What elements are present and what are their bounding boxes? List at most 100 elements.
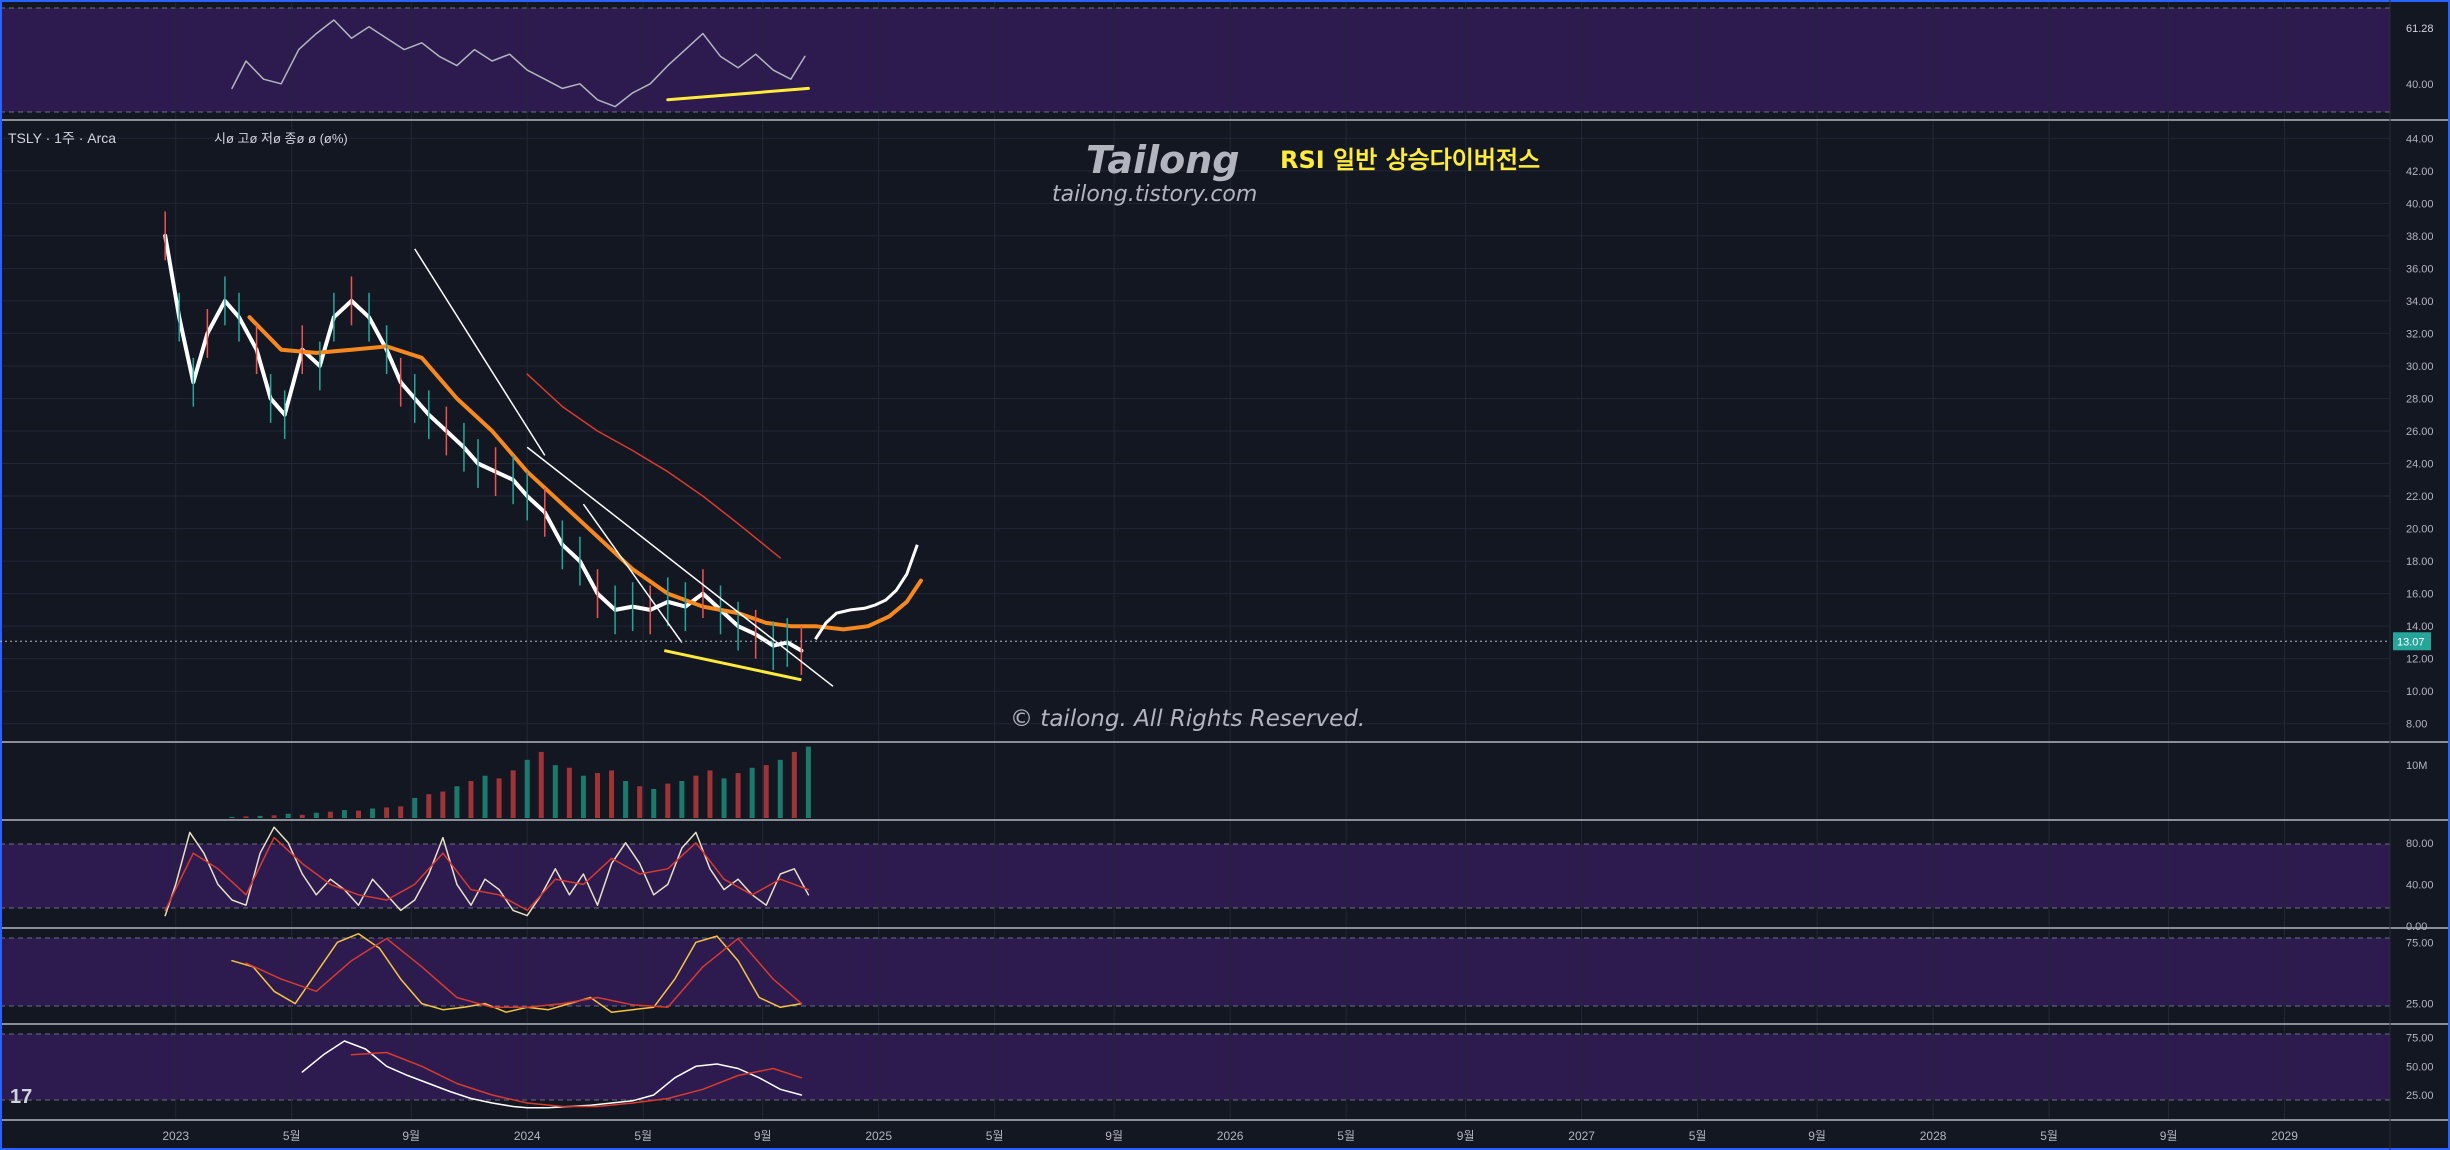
rsi-divergence-annotation: RSI 일반 상승다이버전스: [1280, 146, 1541, 174]
price-y-tick: 28.00: [2406, 393, 2434, 405]
volume-bar: [398, 806, 404, 818]
oscillator-3-k-line: [301, 1040, 803, 1109]
x-tick-label: 9월: [1808, 1129, 1826, 1143]
volume-bar: [243, 816, 249, 818]
volume-bar: [524, 759, 530, 818]
volume-bar: [341, 810, 347, 818]
watermark-copyright: © tailong. All Rights Reserved.: [1010, 706, 1366, 732]
price-moving-average-line: [247, 315, 923, 632]
volume-bar: [313, 812, 319, 818]
x-tick-label: 2023: [162, 1129, 189, 1143]
price-y-tick: 38.00: [2406, 231, 2434, 243]
volume-bar: [482, 775, 488, 818]
ticker-label[interactable]: TSLY · 1주 · Arca: [8, 130, 117, 146]
price-y-tick: 40.00: [2406, 198, 2434, 210]
price-y-tick: 10.00: [2406, 686, 2434, 698]
current-price-label: 13.07: [2397, 636, 2425, 648]
price-y-tick: 14.00: [2406, 621, 2434, 633]
tradingview-logo[interactable]: 17: [10, 1086, 33, 1108]
volume-bar: [538, 751, 544, 818]
price-y-tick: 20.00: [2406, 524, 2434, 536]
volume-bar: [299, 814, 305, 818]
volume-bar: [735, 773, 741, 818]
x-tick-label: 5월: [986, 1129, 1004, 1143]
trendline-drawing[interactable]: [663, 649, 802, 682]
x-tick-label: 5월: [283, 1129, 301, 1143]
volume-bar: [721, 778, 727, 818]
oscillator-1-y-tick: 0.00: [2406, 921, 2427, 933]
rsi-value-label: 61.28: [2406, 23, 2434, 35]
oscillator-1-oscillator-line: [164, 826, 810, 917]
price-moving-average-line: [526, 373, 782, 559]
current-price-badge: [2393, 632, 2431, 651]
price-y-tick: 32.00: [2406, 328, 2434, 340]
oscillator-1-band: [0, 844, 2390, 908]
volume-bar: [356, 810, 361, 818]
price-y-tick: 22.00: [2406, 491, 2434, 503]
x-tick-label: 5월: [1689, 1129, 1707, 1143]
trendline-drawing[interactable]: [582, 503, 683, 643]
rsi-y-tick: 40.00: [2406, 79, 2434, 91]
oscillator-1-y-tick: 80.00: [2406, 838, 2434, 850]
volume-bar: [370, 808, 376, 818]
x-tick-label: 2028: [1920, 1129, 1947, 1143]
volume-bar: [229, 816, 235, 818]
volume-bar: [609, 770, 615, 818]
volume-bar: [412, 797, 418, 818]
volume-bar: [285, 813, 291, 818]
volume-bar: [623, 781, 629, 818]
x-tick-label: 2024: [514, 1129, 541, 1143]
rsi-divergence-line: [666, 86, 810, 102]
x-tick-label: 5월: [2040, 1129, 2058, 1143]
volume-bar: [468, 781, 474, 818]
price-y-tick: 34.00: [2406, 296, 2434, 308]
trendline-drawing[interactable]: [414, 248, 546, 456]
oscillator-1-y-tick: 40.00: [2406, 879, 2434, 891]
price-y-tick: 16.00: [2406, 589, 2434, 601]
x-tick-label: 9월: [1105, 1129, 1123, 1143]
trendline-drawing[interactable]: [526, 446, 834, 687]
oscillator-3-d-line: [350, 1051, 803, 1108]
x-tick-label: 9월: [1457, 1129, 1475, 1143]
volume-bar: [693, 775, 699, 818]
price-y-tick: 12.00: [2406, 654, 2434, 666]
price-y-tick: 18.00: [2406, 556, 2434, 568]
ohlc-readout: 시ø 고ø 저ø 종ø ø (ø%): [214, 131, 348, 146]
projection-drawing[interactable]: [814, 544, 919, 641]
rsi-rsi-line-line: [231, 19, 806, 108]
oscillator-3-y-tick: 25.00: [2406, 1090, 2434, 1102]
volume-bar: [777, 759, 783, 818]
volume-bar: [384, 807, 390, 818]
volume-bar: [496, 778, 502, 818]
rsi-band: [0, 8, 2390, 112]
oscillator-2-y-tick: 25.00: [2406, 999, 2434, 1011]
oscillator-3-y-tick: 75.00: [2406, 1033, 2434, 1045]
volume-bar: [566, 767, 572, 818]
volume-bar: [580, 775, 586, 818]
price-y-tick: 24.00: [2406, 459, 2434, 471]
x-tick-label: 9월: [402, 1129, 420, 1143]
volume-bar: [791, 751, 797, 818]
oscillator-2-y-tick: 75.00: [2406, 937, 2434, 949]
x-tick-label: 5월: [1337, 1129, 1355, 1143]
price-y-tick: 36.00: [2406, 263, 2434, 275]
x-tick-label: 2025: [865, 1129, 892, 1143]
volume-bar: [552, 765, 558, 818]
volume-bar: [805, 746, 811, 818]
volume-y-tick: 10M: [2406, 760, 2427, 772]
volume-bar: [595, 773, 600, 818]
oscillator-2-d-line: [245, 937, 803, 1009]
oscillator-1-oscillator-signal-line: [164, 836, 810, 912]
volume-bar: [707, 770, 713, 818]
volume-bar: [510, 770, 516, 818]
volume-bar: [327, 811, 333, 818]
x-tick-label: 2027: [1568, 1129, 1595, 1143]
volume-bar: [257, 815, 263, 818]
volume-bar: [749, 767, 755, 818]
oscillator-2-k-line: [231, 932, 803, 1013]
volume-bar: [454, 786, 460, 818]
oscillator-3-y-tick: 50.00: [2406, 1061, 2434, 1073]
price-y-tick: 8.00: [2406, 719, 2427, 731]
